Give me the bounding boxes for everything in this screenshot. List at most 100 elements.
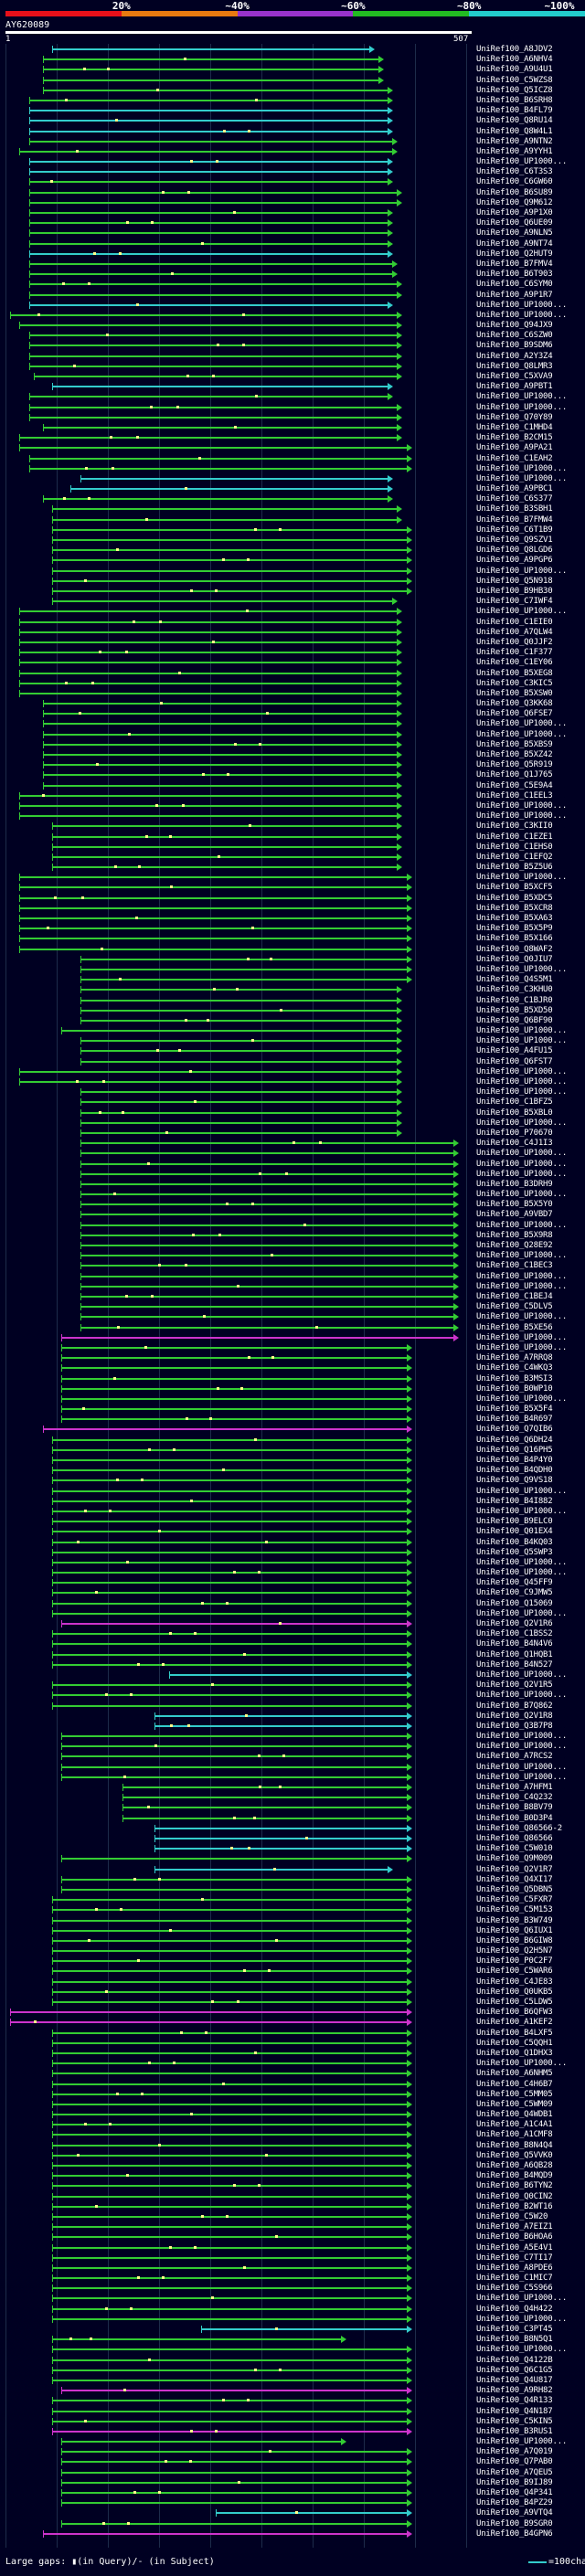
hit-row[interactable]: UniRef100_A9PA21 (0, 443, 585, 453)
hit-label[interactable]: UniRef100_A2Y3Z4 (476, 351, 553, 361)
hit-label[interactable]: UniRef100_UP1000... (476, 719, 568, 729)
hit-label[interactable]: UniRef100_B8N5Q1 (476, 2335, 553, 2345)
hit-label[interactable]: UniRef100_Q6FSE7 (476, 709, 553, 719)
hit-row[interactable]: UniRef100_B4QDH0 (0, 1466, 585, 1476)
hit-label[interactable]: UniRef100_C5MM05 (476, 2089, 553, 2099)
hit-label[interactable]: UniRef100_A8JDV2 (476, 45, 553, 54)
hit-label[interactable]: UniRef100_UP1000... (476, 873, 568, 883)
hit-row[interactable]: UniRef100_Q6DH24 (0, 1436, 585, 1446)
hit-label[interactable]: UniRef100_A1C4A1 (476, 2120, 553, 2130)
hit-label[interactable]: UniRef100_Q86566-2 (476, 1823, 562, 1833)
hit-label[interactable]: UniRef100_C6SZW0 (476, 331, 553, 341)
hit-label[interactable]: UniRef100_C1EHS0 (476, 842, 553, 852)
hit-row[interactable]: UniRef100_C6SYM0 (0, 280, 585, 290)
hit-row[interactable]: UniRef100_UP1000... (0, 1487, 585, 1497)
hit-row[interactable]: UniRef100_B4FL79 (0, 106, 585, 116)
hit-label[interactable]: UniRef100_UP1000... (476, 463, 568, 473)
hit-label[interactable]: UniRef100_A7HFM1 (476, 1783, 553, 1793)
hit-label[interactable]: UniRef100_Q5VVK0 (476, 2150, 553, 2160)
hit-label[interactable]: UniRef100_UP1000... (476, 1691, 568, 1701)
hit-row[interactable]: UniRef100_UP1000... (0, 301, 585, 311)
hit-row[interactable]: UniRef100_Q8LGD6 (0, 546, 585, 556)
hit-row[interactable]: UniRef100_UP1000... (0, 1077, 585, 1087)
hit-label[interactable]: UniRef100_B4N527 (476, 1659, 553, 1670)
hit-label[interactable]: UniRef100_B4MQD9 (476, 2171, 553, 2181)
hit-label[interactable]: UniRef100_UP1000... (476, 1312, 568, 1322)
hit-label[interactable]: UniRef100_UP1000... (476, 1742, 568, 1752)
hit-label[interactable]: UniRef100_Q2V1R7 (476, 1864, 553, 1874)
hit-label[interactable]: UniRef100_C5XVA9 (476, 372, 553, 382)
hit-label[interactable]: UniRef100_Q8WAF2 (476, 944, 553, 954)
hit-label[interactable]: UniRef100_Q0CIN2 (476, 2191, 553, 2201)
hit-row[interactable]: UniRef100_B6SU89 (0, 188, 585, 198)
hit-row[interactable]: UniRef100_UP1000... (0, 403, 585, 413)
hit-label[interactable]: UniRef100_UP1000... (476, 310, 568, 320)
hit-row[interactable]: UniRef100_UP1000... (0, 730, 585, 740)
hit-row[interactable]: UniRef100_B6HOA6 (0, 2232, 585, 2242)
hit-label[interactable]: UniRef100_B3SBH1 (476, 504, 553, 514)
hit-row[interactable]: UniRef100_Q0UKB5 (0, 1988, 585, 1998)
hit-row[interactable]: UniRef100_C3KII0 (0, 822, 585, 832)
hit-row[interactable]: UniRef100_C1EAH2 (0, 453, 585, 464)
hit-label[interactable]: UniRef100_UP1000... (476, 1026, 568, 1036)
hit-row[interactable]: UniRef100_UP1000... (0, 1312, 585, 1322)
hit-row[interactable]: UniRef100_B6T903 (0, 270, 585, 280)
hit-row[interactable]: UniRef100_C3PT45 (0, 2325, 585, 2335)
hit-row[interactable]: UniRef100_C1BJR0 (0, 996, 585, 1006)
hit-label[interactable]: UniRef100_UP1000... (476, 1036, 568, 1046)
hit-row[interactable]: UniRef100_Q8W4L1 (0, 127, 585, 137)
hit-row[interactable]: UniRef100_C1BSS2 (0, 1629, 585, 1639)
hit-label[interactable]: UniRef100_A9RH82 (476, 2386, 553, 2396)
hit-label[interactable]: UniRef100_C1MHD4 (476, 422, 553, 432)
hit-row[interactable]: UniRef100_B9HB30 (0, 587, 585, 597)
hit-label[interactable]: UniRef100_UP1000... (476, 1220, 568, 1230)
hit-label[interactable]: UniRef100_C1EEL3 (476, 790, 553, 800)
hit-label[interactable]: UniRef100_A9PBT1 (476, 382, 553, 392)
hit-row[interactable]: UniRef100_B7FMV4 (0, 260, 585, 270)
hit-label[interactable]: UniRef100_UP1000... (476, 1506, 568, 1516)
hit-row[interactable]: UniRef100_B4P4Y0 (0, 1456, 585, 1466)
hit-label[interactable]: UniRef100_Q6FST7 (476, 1056, 553, 1066)
hit-label[interactable]: UniRef100_UP1000... (476, 2345, 568, 2355)
hit-label[interactable]: UniRef100_B5Z5U6 (476, 863, 553, 873)
hit-label[interactable]: UniRef100_B4QDH0 (476, 1466, 553, 1476)
hit-row[interactable]: UniRef100_P70670 (0, 1129, 585, 1139)
hit-label[interactable]: UniRef100_Q5R919 (476, 760, 553, 770)
hit-row[interactable]: UniRef100_B2WT16 (0, 2201, 585, 2212)
hit-row[interactable]: UniRef100_UP1000... (0, 607, 585, 617)
hit-row[interactable]: UniRef100_C5W010 (0, 1844, 585, 1854)
hit-row[interactable]: UniRef100_B5XBS9 (0, 740, 585, 750)
hit-label[interactable]: UniRef100_UP1000... (476, 2314, 568, 2324)
hit-label[interactable]: UniRef100_C1EAH2 (476, 453, 553, 463)
hit-row[interactable]: UniRef100_A5E4V1 (0, 2243, 585, 2253)
hit-label[interactable]: UniRef100_B3RUS1 (476, 2426, 553, 2436)
hit-label[interactable]: UniRef100_P0C2F7 (476, 1956, 553, 1966)
hit-label[interactable]: UniRef100_C5QQH1 (476, 2038, 553, 2048)
hit-label[interactable]: UniRef100_C6GW60 (476, 177, 553, 187)
hit-label[interactable]: UniRef100_Q4N187 (476, 2406, 553, 2416)
hit-row[interactable]: UniRef100_Q2V1R7 (0, 1864, 585, 1875)
hit-row[interactable]: UniRef100_Q3KK68 (0, 699, 585, 709)
hit-label[interactable]: UniRef100_B2WT16 (476, 2201, 553, 2211)
hit-label[interactable]: UniRef100_C1F377 (476, 648, 553, 658)
hit-row[interactable]: UniRef100_Q1DHX3 (0, 2049, 585, 2059)
hit-row[interactable]: UniRef100_A9PBT1 (0, 382, 585, 392)
hit-label[interactable]: UniRef100_B3DRH9 (476, 1179, 553, 1189)
hit-label[interactable]: UniRef100_C5W20 (476, 2211, 548, 2221)
hit-label[interactable]: UniRef100_Q8LMR3 (476, 361, 553, 371)
hit-label[interactable]: UniRef100_UP1000... (476, 1159, 568, 1169)
hit-row[interactable]: UniRef100_C1EY06 (0, 658, 585, 668)
hit-row[interactable]: UniRef100_A7HFM1 (0, 1783, 585, 1793)
hit-row[interactable]: UniRef100_C4H6B7 (0, 2080, 585, 2090)
hit-row[interactable]: UniRef100_A9NTN2 (0, 137, 585, 147)
hit-label[interactable]: UniRef100_A6NHV4 (476, 55, 553, 65)
hit-row[interactable]: UniRef100_Q4S5M1 (0, 975, 585, 985)
hit-row[interactable]: UniRef100_Q16PH5 (0, 1446, 585, 1456)
hit-label[interactable]: UniRef100_A9VBD7 (476, 1210, 553, 1220)
hit-row[interactable]: UniRef100_B6TYN2 (0, 2181, 585, 2191)
hit-label[interactable]: UniRef100_C6SYM0 (476, 280, 553, 290)
hit-row[interactable]: UniRef100_C5WZS8 (0, 76, 585, 86)
hit-label[interactable]: UniRef100_Q9VS18 (476, 1476, 553, 1486)
hit-label[interactable]: UniRef100_B9SDM6 (476, 341, 553, 351)
hit-label[interactable]: UniRef100_Q01EX4 (476, 1527, 553, 1537)
